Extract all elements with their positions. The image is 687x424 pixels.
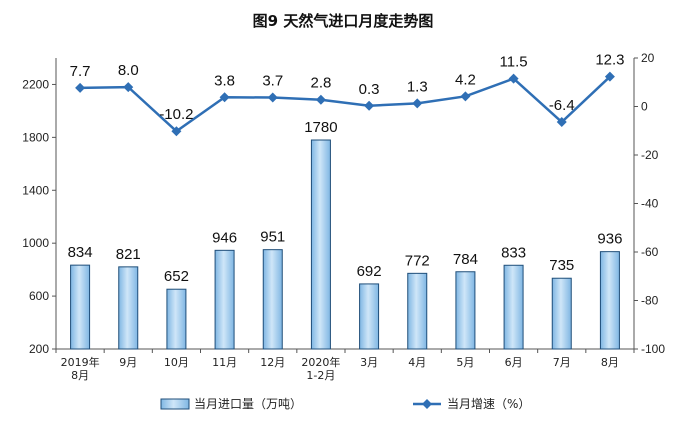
bar [310, 139, 331, 350]
bar [70, 264, 91, 350]
chart-title: 图9 天然气进口月度走势图 [253, 12, 434, 30]
legend-bar-swatch [160, 398, 190, 410]
bar [407, 272, 428, 350]
bar [359, 283, 380, 350]
x-tick-label: 11月 [212, 356, 237, 369]
growth-point [364, 100, 375, 111]
growth-point [219, 92, 230, 103]
bar [455, 271, 476, 350]
growth-data-label: 11.5 [500, 54, 528, 71]
y-left-tick-label: 600 [29, 289, 49, 303]
x-tick-label: 2019年 [61, 355, 100, 369]
legend-bar-label: 当月进口量（万吨） [194, 397, 302, 411]
growth-point [123, 82, 134, 93]
y-left-tick-label: 200 [29, 342, 49, 356]
bar [166, 288, 187, 350]
labels-layer: 834 821 652 946 951 1780 692 772 784 833 735 936 7.7… [68, 52, 625, 286]
growth-data-label: 2.8 [310, 75, 331, 92]
y-left-tick-label: 2200 [22, 77, 49, 91]
bar [599, 251, 620, 350]
bar-data-label: 772 [405, 252, 430, 269]
bar-data-label: 833 [501, 244, 526, 261]
growth-data-label: 12.3 [595, 52, 624, 69]
growth-point [315, 94, 326, 105]
y-right-tick-label: 20 [641, 51, 655, 65]
y-right-tick-label: -80 [641, 294, 659, 308]
y-right-tick-label: -20 [641, 148, 659, 162]
bar-data-label: 1780 [304, 119, 337, 136]
growth-data-label: 7.7 [70, 63, 91, 80]
x-tick-label: 2020年 [301, 355, 340, 369]
growth-line [80, 75, 611, 133]
growth-point [267, 92, 278, 103]
bar-data-label: 735 [549, 257, 574, 274]
x-tick-label: 3月 [360, 356, 378, 369]
bar-data-label: 652 [164, 268, 189, 285]
x-tick-label: 8月 [71, 369, 89, 382]
bar [118, 266, 139, 350]
x-tick-label: 12月 [260, 356, 285, 369]
bar [214, 249, 235, 350]
growth-data-label: 8.0 [118, 62, 139, 79]
bar-data-label: 951 [260, 229, 285, 246]
legend: 当月进口量（万吨） 当月增速（%） [160, 397, 530, 411]
x-tick-label: 8月 [601, 356, 619, 369]
x-tick-label: 9月 [119, 356, 137, 369]
growth-data-label: 1.3 [407, 78, 428, 95]
bar-data-label: 784 [453, 251, 478, 268]
bar-data-label: 692 [357, 263, 382, 280]
y-right-tick-label: 0 [641, 100, 648, 114]
legend-line-marker [422, 399, 432, 409]
x-tick-label: 1-2月 [306, 369, 335, 382]
growth-point [460, 91, 471, 102]
bar-data-label: 946 [212, 229, 237, 246]
y-left-tick-label: 1000 [22, 236, 49, 250]
line-layer [75, 71, 615, 137]
bar-data-label: 936 [597, 231, 622, 248]
y-left-tick-label: 1800 [22, 130, 49, 144]
legend-line-label: 当月增速（%） [447, 397, 530, 411]
y-left-tick-label: 1400 [22, 183, 49, 197]
bar-data-label: 834 [68, 244, 93, 261]
growth-point [171, 126, 182, 137]
growth-data-label: 3.7 [262, 73, 283, 90]
growth-data-label: -10.2 [159, 106, 193, 123]
axes-layer: 2006001000140018002200200-20-40-60-80-10… [22, 51, 665, 382]
bars-layer [70, 139, 620, 350]
x-tick-label: 4月 [408, 356, 426, 369]
growth-data-label: -6.4 [549, 97, 575, 114]
y-right-tick-label: -100 [641, 342, 665, 356]
x-tick-label: 6月 [505, 356, 523, 369]
growth-point [75, 82, 86, 93]
bar [262, 249, 283, 350]
growth-point [508, 73, 519, 84]
x-tick-label: 7月 [553, 356, 571, 369]
bar [551, 277, 572, 350]
x-tick-label: 10月 [164, 356, 189, 369]
y-right-tick-label: -60 [641, 245, 659, 259]
growth-data-label: 4.2 [455, 71, 476, 88]
growth-point [412, 98, 423, 109]
bar [503, 264, 524, 350]
y-right-tick-label: -40 [641, 197, 659, 211]
growth-data-label: 3.8 [214, 72, 235, 89]
x-tick-label: 5月 [456, 356, 474, 369]
bar-data-label: 821 [116, 246, 141, 263]
growth-point [604, 71, 615, 82]
growth-data-label: 0.3 [359, 81, 380, 98]
growth-point [556, 117, 567, 128]
